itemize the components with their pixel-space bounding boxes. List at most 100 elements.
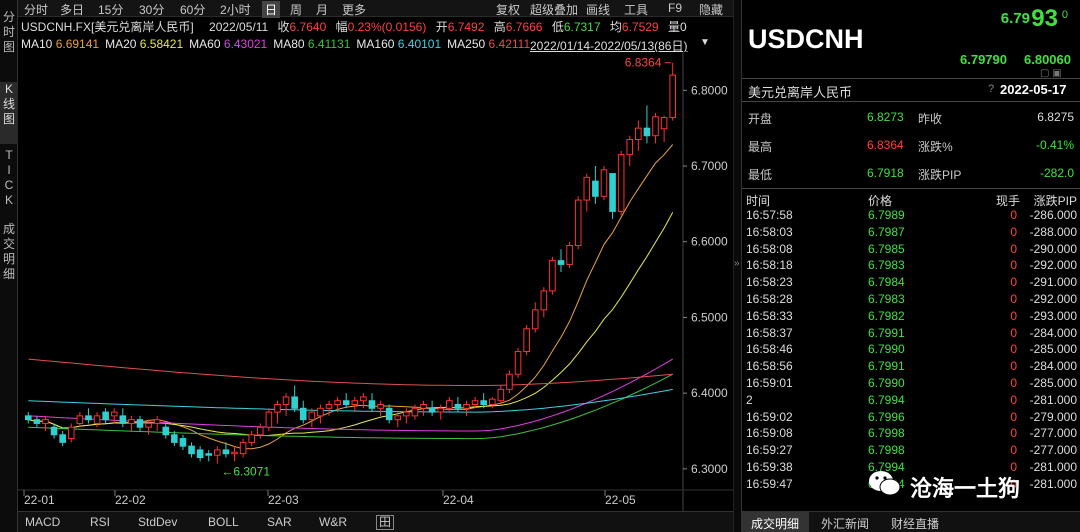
tab-month[interactable]: 月 — [316, 3, 329, 17]
ma-label: MA80 — [273, 37, 308, 51]
quote-time: 16:58:03 — [746, 224, 793, 239]
quote-vol: 0 — [1010, 275, 1017, 290]
quote-price: 6.7985 — [868, 241, 905, 256]
tab-30min[interactable]: 30分 — [139, 3, 165, 17]
quote-vol: 0 — [1010, 443, 1017, 458]
candle-body — [531, 309, 539, 330]
ma-value: 6.69141 — [55, 37, 100, 51]
tab-stddev[interactable]: StdDev — [138, 515, 178, 529]
candle-body — [265, 411, 273, 428]
quote-price: 6.7994 — [868, 392, 905, 407]
kline-chart[interactable]: 6.8000 6.7000 6.6000 6.5000 6.4000 6.3000 6.83… — [18, 52, 733, 511]
candle-body — [471, 400, 479, 406]
candle-body — [420, 404, 427, 409]
splitter-arrow-icon[interactable]: » — [734, 258, 740, 269]
tab-more[interactable]: 更多 — [342, 3, 367, 17]
f9-button[interactable]: F9 — [668, 1, 683, 15]
quote-price: 6.7984 — [868, 275, 905, 290]
x-tick-label: 22-01 — [24, 493, 55, 507]
candle-body — [205, 453, 213, 456]
panel-splitter[interactable]: » — [733, 0, 741, 532]
vtab-deals[interactable]: 成交明细 — [2, 222, 15, 281]
x-tick-label: 22-04 — [443, 493, 474, 507]
candle-body — [222, 449, 230, 455]
tab-sar[interactable]: SAR — [267, 515, 292, 529]
date-range[interactable]: 2022/01/14-2022/05/13(86日) — [530, 39, 688, 53]
quote-row: 16:58:08 6.7985 0 -290.000 — [742, 242, 1080, 258]
overlay-button[interactable]: 超级叠加 — [530, 3, 579, 17]
hide-button[interactable]: 隐藏 — [699, 3, 724, 17]
ma-label: MA10 — [21, 37, 56, 51]
tab-deal-detail[interactable]: 成交明细 — [741, 512, 810, 532]
tab-day[interactable]: 日 — [262, 1, 281, 18]
candle-body — [437, 407, 445, 413]
quote-price: 6.7982 — [868, 308, 905, 323]
candle-body — [557, 260, 565, 265]
tab-1min[interactable]: 分时 — [24, 3, 49, 17]
close-label: 收 — [277, 20, 290, 34]
candle-body — [660, 117, 668, 130]
candle-body — [428, 407, 436, 413]
quote-vol: 0 — [1010, 376, 1017, 390]
candle-body — [102, 411, 109, 421]
candle-body — [248, 434, 255, 443]
quote-row: 16:58:56 6.7991 0 -284.000 — [742, 359, 1080, 375]
tab-rsi[interactable]: RSI — [90, 515, 111, 529]
tab-60min[interactable]: 60分 — [180, 3, 206, 17]
tab-macd[interactable]: MACD — [25, 515, 61, 529]
tab-multiday[interactable]: 多日 — [60, 3, 85, 17]
ma-value: 6.43021 — [223, 37, 268, 51]
tab-finance-live[interactable]: 财经直播 — [891, 517, 940, 531]
col-price: 价格 — [868, 194, 893, 208]
draw-button[interactable]: 画线 — [586, 3, 611, 17]
candle-body — [214, 449, 221, 456]
candle-body — [592, 180, 599, 197]
quote-price: 6.7990 — [868, 376, 905, 390]
tab-fx-news[interactable]: 外汇新闻 — [821, 517, 870, 531]
indicator-tabs: MACD RSI StdDev BOLL SAR W&R 田 — [18, 511, 733, 532]
candle-body — [136, 419, 144, 428]
range-dropdown-icon[interactable]: ▼ — [700, 37, 710, 48]
candle-body — [351, 400, 359, 406]
add-indicator-icon[interactable]: 田 — [376, 515, 395, 530]
ma-label: MA20 — [105, 37, 140, 51]
candle-body — [643, 127, 651, 137]
candle-body — [626, 139, 634, 156]
full-name: 美元兑离岸人民币 — [748, 85, 853, 100]
candle-body — [25, 415, 32, 421]
candle-body — [196, 449, 204, 458]
divider — [742, 78, 1080, 79]
candle-body — [231, 451, 238, 455]
tab-wr[interactable]: W&R — [319, 515, 347, 529]
candle-body — [454, 404, 462, 409]
quote-time: 16:58:46 — [746, 342, 793, 357]
quote-time: 16:59:38 — [746, 460, 793, 474]
ma160-line — [28, 388, 673, 413]
tab-week[interactable]: 周 — [290, 3, 303, 17]
candle-body — [325, 404, 333, 409]
panel-icons[interactable]: ▢ ▣ — [1040, 68, 1062, 79]
quote-price: 6.7994 — [868, 460, 905, 474]
quote-pip: -285.000 — [1029, 342, 1077, 357]
big-price-pips: 93 — [1031, 5, 1058, 32]
tools-button[interactable]: 工具 — [624, 3, 649, 17]
tab-boll[interactable]: BOLL — [208, 515, 239, 529]
help-icon[interactable]: ? — [988, 83, 995, 95]
tab-2hour[interactable]: 2小时 — [220, 3, 251, 17]
x-tick-label: 22-05 — [605, 493, 636, 507]
quote-row: 16:58:46 6.7990 0 -285.000 — [742, 342, 1080, 358]
candle-body — [317, 407, 324, 417]
quote-pip: -284.000 — [1029, 325, 1077, 340]
tab-15min[interactable]: 15分 — [98, 3, 124, 17]
candle-body — [523, 328, 530, 352]
adjust-button[interactable]: 复权 — [496, 3, 521, 17]
vtab-timeshare[interactable]: 分时图 — [2, 10, 15, 54]
candle-body — [497, 388, 505, 402]
candle-body — [50, 426, 58, 436]
divider — [742, 101, 1080, 102]
candle-body — [85, 415, 92, 421]
quote-pip: -277.000 — [1029, 443, 1077, 458]
